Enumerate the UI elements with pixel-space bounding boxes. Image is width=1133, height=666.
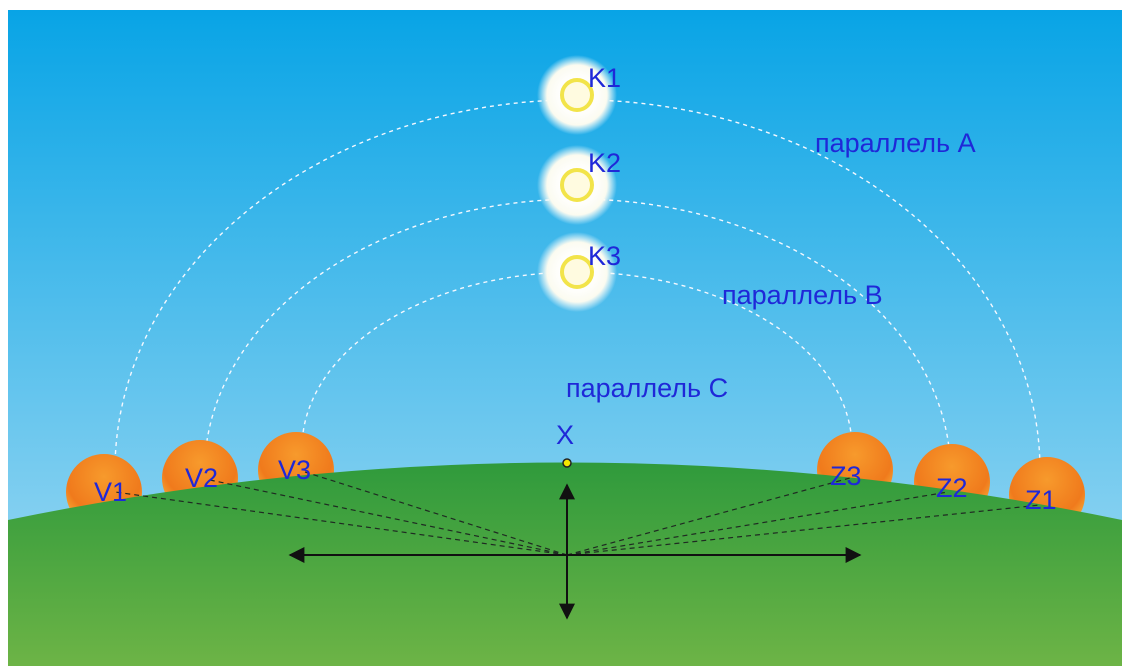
parallel-label: параллель A (815, 128, 976, 158)
diagram: K1 K2 K3 параллель A параллель B паралле… (0, 0, 1133, 666)
rising-label: V1 (94, 477, 127, 507)
setting-label: Z1 (1025, 485, 1057, 515)
top-suns (537, 55, 617, 312)
parallel-label: параллель B (722, 280, 883, 310)
zenith-point (563, 459, 571, 467)
setting-label: Z3 (830, 461, 862, 491)
sun-label: K1 (588, 63, 621, 93)
rising-label: V2 (185, 463, 218, 493)
sun-label: K3 (588, 241, 621, 271)
parallel-label: параллель C (566, 373, 728, 403)
sun-label: K2 (588, 148, 621, 178)
rising-label: V3 (278, 455, 311, 485)
zenith-label: X (556, 420, 574, 450)
setting-label: Z2 (936, 473, 968, 503)
